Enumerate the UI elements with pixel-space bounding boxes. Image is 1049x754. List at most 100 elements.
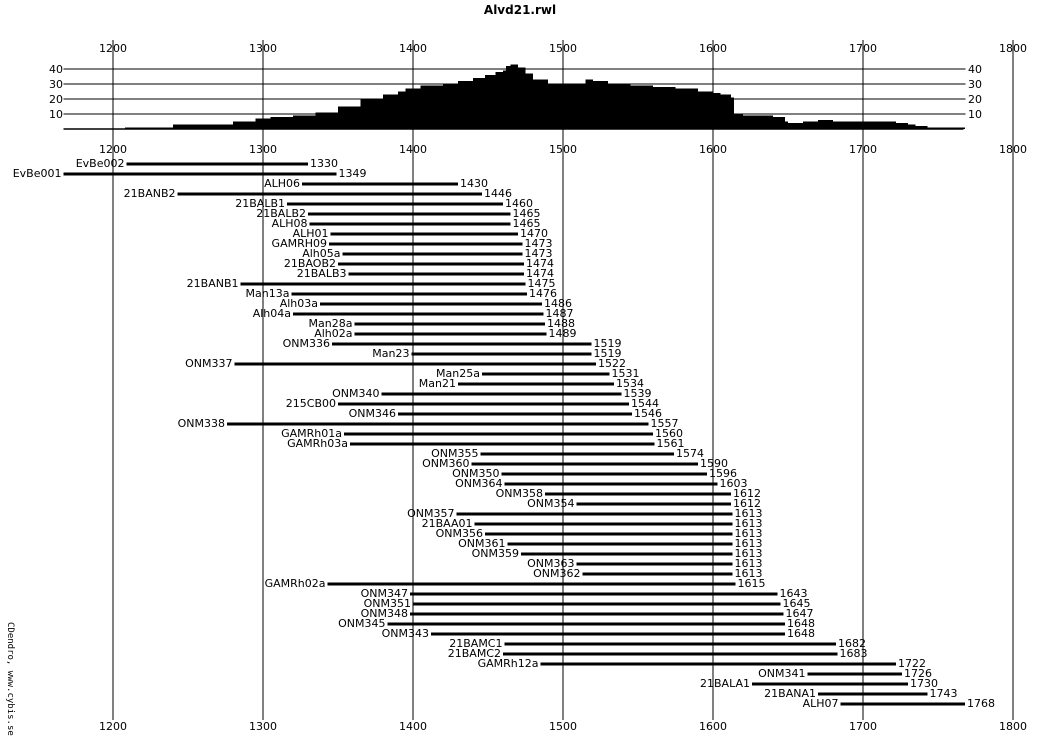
- x-tick-label-top: 1600: [699, 42, 727, 55]
- series-end-label: 1430: [460, 177, 488, 190]
- series-name-label: ONM358: [496, 487, 543, 500]
- series-row: 21BAOB2 1474: [284, 257, 554, 270]
- x-tick-label-bottom: 1400: [399, 720, 427, 733]
- series-row: Man28a 1488: [309, 317, 575, 330]
- series-name-label: Alh05a: [302, 247, 340, 260]
- series-row: ONM345 1648: [338, 617, 815, 630]
- x-tick-label-middle: 1400: [399, 143, 427, 156]
- series-end-label: 1645: [783, 597, 811, 610]
- series-name-label: ONM364: [455, 477, 502, 490]
- series-row: ONM337 1522: [185, 357, 626, 370]
- depth-tick-label-right: 10: [968, 108, 982, 121]
- series-row: GAMRh02a 1615: [265, 577, 766, 590]
- series-row: ONM357 1613: [407, 507, 762, 520]
- x-tick-label-bottom: 1700: [849, 720, 877, 733]
- series-name-label: GAMRh02a: [265, 577, 326, 590]
- depth-area: [63, 64, 965, 129]
- series-end-label: 1574: [676, 447, 704, 460]
- series-end-label: 1647: [786, 607, 814, 620]
- x-tick-label-middle: 1300: [249, 143, 277, 156]
- series-row: 21BALB3 1474: [297, 267, 554, 280]
- series-row: ONM363 1613: [527, 557, 762, 570]
- series-row: 21BAMC1 1682: [449, 637, 866, 650]
- x-tick-label-bottom: 1200: [99, 720, 127, 733]
- series-row: Alh05a 1473: [302, 247, 552, 260]
- series-name-label: ALH06: [264, 177, 300, 190]
- series-row: 21BAA01 1613: [422, 517, 763, 530]
- series-row: ALH08 1465: [272, 217, 541, 230]
- series-name-label: 21BALB2: [256, 207, 306, 220]
- series-row: ONM348 1647: [361, 607, 814, 620]
- series-name-label: 21BAMC2: [448, 647, 501, 660]
- sample-depth-histogram: [63, 64, 965, 130]
- series-end-label: 1460: [505, 197, 533, 210]
- series-row: Alh04a 1487: [253, 307, 574, 320]
- series-row: ONM356 1613: [436, 527, 763, 540]
- vertical-gridlines: [63, 40, 1014, 720]
- series-name-label: ONM361: [458, 537, 505, 550]
- series-end-label: 1473: [525, 247, 553, 260]
- x-tick-label-middle: 1200: [99, 143, 127, 156]
- series-name-label: ONM343: [382, 627, 429, 640]
- credit-text: CDendro, www.cybis.se: [5, 622, 15, 736]
- series-end-label: 1546: [634, 407, 662, 420]
- series-end-label: 1683: [840, 647, 868, 660]
- depth-tick-label-right: 40: [968, 63, 982, 76]
- depth-tick-label-left: 20: [49, 93, 63, 106]
- series-row: ONM338 1557: [178, 417, 679, 430]
- series-name-label: 21BALB1: [235, 197, 285, 210]
- series-name-label: Man25a: [436, 367, 480, 380]
- series-end-label: 1590: [700, 457, 728, 470]
- series-row: ONM350 1596: [452, 467, 737, 480]
- series-end-label: 1682: [838, 637, 866, 650]
- series-name-label: Man23: [372, 347, 409, 360]
- series-row: ONM361 1613: [458, 537, 762, 550]
- series-name-label: ONM355: [431, 447, 478, 460]
- series-row: ONM347 1643: [361, 587, 808, 600]
- series-row: 21BANB1 1475: [187, 277, 556, 290]
- series-name-label: EvBe002: [76, 157, 125, 170]
- series-end-label: 1730: [910, 677, 938, 690]
- x-tick-label-middle: 1500: [549, 143, 577, 156]
- series-row: 21BANB2 1446: [124, 187, 512, 200]
- series-end-label: 1603: [720, 477, 748, 490]
- series-row: ONM354 1612: [527, 497, 761, 510]
- series-end-label: 1613: [735, 517, 763, 530]
- series-row: ONM336 1519: [283, 337, 622, 350]
- series-end-label: 1726: [904, 667, 932, 680]
- series-name-label: GAMRh03a: [287, 437, 348, 450]
- series-row: EvBe002 1330: [76, 157, 338, 170]
- series-name-label: 21BAMC1: [449, 637, 502, 650]
- x-tick-label-middle: 1800: [999, 143, 1027, 156]
- series-end-label: 1473: [525, 237, 553, 250]
- series-end-label: 1465: [513, 207, 541, 220]
- depth-tick-label-right: 30: [968, 78, 982, 91]
- x-tick-label-bottom: 1600: [699, 720, 727, 733]
- series-name-label: 215CB00: [286, 397, 336, 410]
- series-name-label: 21BALA1: [700, 677, 750, 690]
- series-row: ALH06 1430: [264, 177, 488, 190]
- series-row: ONM346 1546: [349, 407, 662, 420]
- series-end-label: 1613: [735, 567, 763, 580]
- x-tick-label-top: 1400: [399, 42, 427, 55]
- series-end-label: 1474: [526, 267, 554, 280]
- series-row: Man23 1519: [372, 347, 621, 360]
- series-end-label: 1486: [544, 297, 572, 310]
- series-name-label: 21BANA1: [764, 687, 816, 700]
- series-row: EvBe001 1349: [13, 167, 367, 180]
- x-tick-label-top: 1800: [999, 42, 1027, 55]
- series-end-label: 1476: [529, 287, 557, 300]
- x-tick-label-bottom: 1800: [999, 720, 1027, 733]
- series-row: Man13a 1476: [246, 287, 557, 300]
- series-name-label: ALH01: [293, 227, 329, 240]
- series-name-label: Alh02a: [314, 327, 352, 340]
- series-end-label: 1557: [651, 417, 679, 430]
- series-name-label: 21BALB3: [297, 267, 347, 280]
- series-end-label: 1596: [709, 467, 737, 480]
- series-row: 21BALB2 1465: [256, 207, 540, 220]
- series-end-label: 1544: [631, 397, 659, 410]
- series-name-label: ONM338: [178, 417, 225, 430]
- series-name-label: 21BAOB2: [284, 257, 336, 270]
- series-end-label: 1475: [528, 277, 556, 290]
